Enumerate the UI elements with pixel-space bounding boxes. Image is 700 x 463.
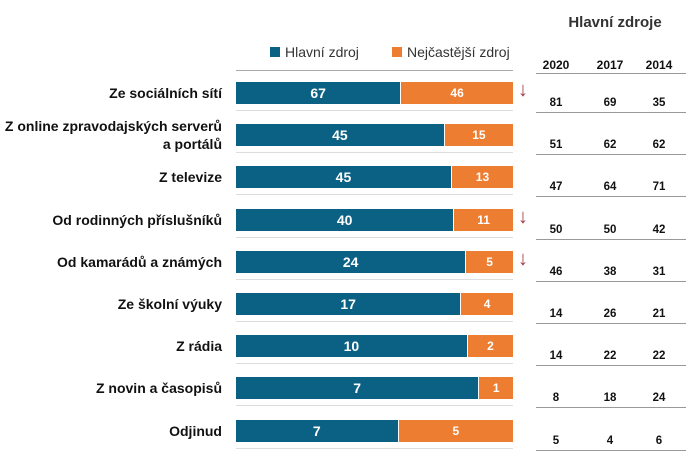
category-label: Z novin a časopisů bbox=[95, 380, 222, 397]
category-label: Od rodinných příslušníků bbox=[52, 211, 222, 228]
table-title: Hlavní zdroje bbox=[568, 14, 662, 31]
table-value: 8 bbox=[552, 392, 560, 405]
table-row-line bbox=[536, 407, 686, 409]
category-label: Od kamarádů a známých bbox=[57, 253, 222, 270]
row-separator bbox=[236, 405, 513, 407]
year-header: 2014 bbox=[645, 58, 673, 72]
table-value: 5 bbox=[552, 434, 560, 447]
bar-main: 45 bbox=[236, 124, 444, 147]
table-value: 6 bbox=[655, 434, 663, 447]
legend-label: Hlavní zdroj bbox=[285, 44, 359, 60]
down-arrow-icon: ↓ bbox=[518, 79, 528, 101]
legend-item-frequent: Nejčastější zdroj bbox=[392, 44, 510, 60]
table-row-line bbox=[536, 280, 686, 282]
category-label: Z rádia bbox=[176, 338, 222, 355]
bar-main: 17 bbox=[236, 293, 461, 315]
row-separator bbox=[236, 110, 513, 111]
table-header-line bbox=[536, 73, 686, 74]
row-separator bbox=[236, 278, 513, 280]
bar-main: 24 bbox=[236, 250, 466, 273]
table-value: 69 bbox=[603, 97, 617, 109]
row-separator bbox=[236, 152, 513, 154]
bar-frequent: 15 bbox=[444, 124, 513, 147]
down-arrow-icon: ↓ bbox=[518, 247, 528, 270]
down-arrow-icon: ↓ bbox=[518, 205, 528, 228]
table-row-line bbox=[536, 196, 686, 198]
bar-main: 45 bbox=[236, 166, 451, 189]
table-value: 18 bbox=[603, 392, 617, 405]
legend-label: Nejčastější zdroj bbox=[407, 44, 510, 60]
legend-divider bbox=[236, 70, 513, 71]
table-value: 51 bbox=[549, 139, 563, 152]
row-separator bbox=[236, 236, 513, 238]
table-value: 81 bbox=[549, 97, 563, 109]
bar-frequent: 5 bbox=[466, 250, 513, 273]
year-header: 2020 bbox=[542, 58, 570, 72]
table-value: 62 bbox=[603, 139, 617, 152]
table-value: 22 bbox=[652, 350, 666, 363]
table-value: 64 bbox=[603, 181, 617, 194]
category-label: Z online zpravodajských serverů a portál… bbox=[4, 118, 222, 153]
table-row-line bbox=[536, 449, 686, 451]
table-value: 31 bbox=[652, 265, 666, 278]
bar-main: 7 bbox=[236, 419, 398, 442]
legend-swatch bbox=[270, 47, 280, 57]
table-value: 62 bbox=[652, 139, 666, 152]
row-separator bbox=[236, 194, 513, 196]
bar-main: 7 bbox=[236, 377, 479, 400]
row-separator bbox=[236, 447, 513, 449]
bar-frequent: 4 bbox=[461, 293, 513, 315]
year-header: 2017 bbox=[596, 58, 624, 72]
table-value: 50 bbox=[603, 223, 617, 236]
bar-main: 10 bbox=[236, 335, 467, 358]
table-value: 14 bbox=[549, 308, 563, 320]
legend-swatch bbox=[392, 47, 402, 57]
table-value: 46 bbox=[549, 265, 563, 278]
table-value: 4 bbox=[606, 434, 614, 447]
category-label: Ze školní výuky bbox=[117, 296, 222, 312]
row-separator bbox=[236, 363, 513, 365]
category-label: Odjinud bbox=[169, 422, 222, 439]
table-value: 24 bbox=[652, 392, 666, 405]
bar-frequent: 13 bbox=[451, 166, 513, 189]
category-label: Z televize bbox=[158, 169, 222, 186]
table-value: 47 bbox=[549, 181, 563, 194]
bar-frequent: 5 bbox=[398, 419, 513, 442]
bar-frequent: 1 bbox=[479, 377, 513, 400]
table-value: 38 bbox=[603, 265, 617, 278]
table-row-line bbox=[536, 365, 686, 367]
table-value: 21 bbox=[652, 308, 666, 320]
table-value: 14 bbox=[549, 350, 563, 363]
table-value: 22 bbox=[603, 350, 617, 363]
table-row-line bbox=[536, 112, 686, 113]
table-value: 35 bbox=[652, 97, 666, 109]
category-label: Ze sociálních sítí bbox=[109, 85, 222, 101]
table-row-line bbox=[536, 238, 686, 240]
table-row-line bbox=[536, 154, 686, 156]
legend-item-main: Hlavní zdroj bbox=[270, 44, 359, 60]
table-value: 42 bbox=[652, 223, 666, 236]
bar-frequent: 46 bbox=[401, 82, 513, 104]
row-separator bbox=[236, 321, 513, 322]
table-value: 50 bbox=[549, 223, 563, 236]
table-value: 71 bbox=[652, 181, 666, 194]
bar-main: 40 bbox=[236, 208, 454, 231]
bar-frequent: 11 bbox=[454, 208, 513, 231]
bar-frequent: 2 bbox=[467, 335, 513, 358]
bar-main: 67 bbox=[236, 82, 401, 104]
table-row-line bbox=[536, 323, 686, 324]
table-value: 26 bbox=[603, 308, 617, 320]
